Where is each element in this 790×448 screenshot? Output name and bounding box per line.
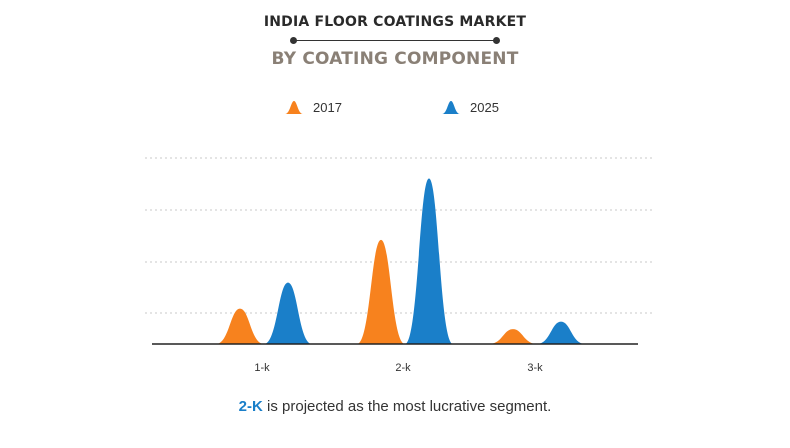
x-tick-label-2-k: 2-k [395,362,411,374]
x-tick-label-1-k: 1-k [254,362,270,374]
chart-title-block: INDIA FLOOR COATINGS MARKET BY COATING C… [0,14,790,69]
x-tick-label-3-k: 3-k [527,362,543,374]
legend: 2017 2025 [0,100,790,120]
divider-dot-right [493,37,500,44]
legend-swatch-2017 [285,101,303,114]
peak-2017-1-k [216,308,264,344]
chart-subtitle: BY COATING COMPONENT [271,49,519,69]
legend-label-2025: 2025 [470,100,499,115]
legend-item-2017: 2017 [285,100,342,115]
peak-2025-1-k [264,282,312,344]
chart-caption: 2-K is projected as the most lucrative s… [0,398,790,415]
caption-highlight: 2-K [238,398,263,415]
caption-text: is projected as the most lucrative segme… [262,398,552,415]
legend-label-2017: 2017 [313,100,342,115]
title-divider [290,36,500,45]
peak-2025-2-k [405,178,453,344]
peak-2017-3-k [489,329,537,344]
divider-line [294,40,496,41]
peak-2017-2-k [357,239,405,344]
legend-item-2025: 2025 [442,100,499,115]
chart-title: INDIA FLOOR COATINGS MARKET [263,14,527,30]
divider-dot-left [290,37,297,44]
peak-2025-3-k [537,321,585,344]
legend-swatch-2025 [442,101,460,114]
